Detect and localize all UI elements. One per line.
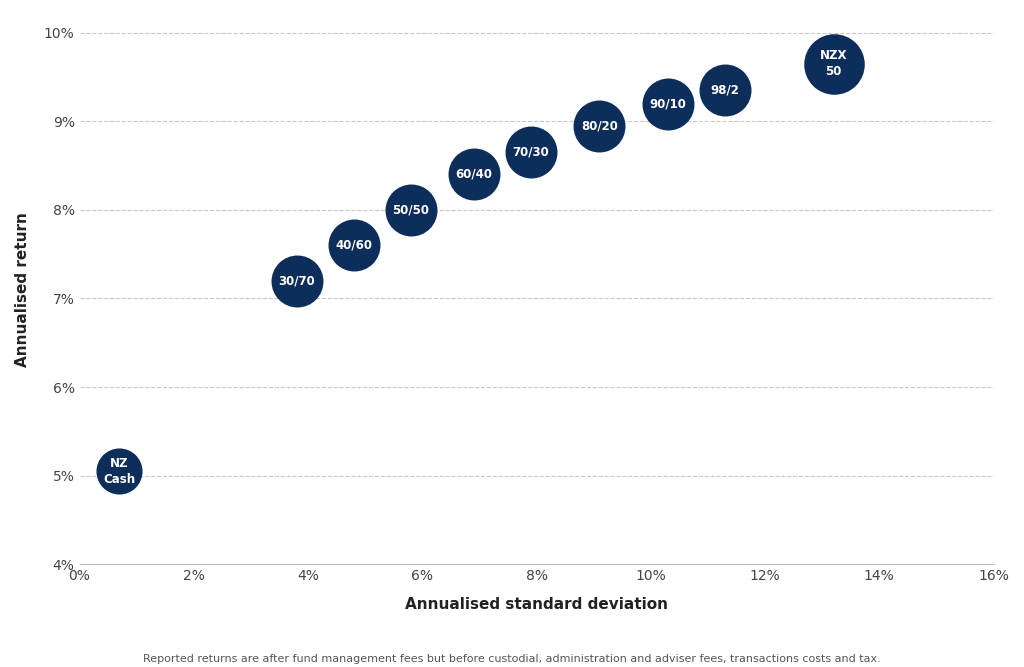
Text: 98/2: 98/2	[711, 84, 739, 97]
Text: Reported returns are after fund management fees but before custodial, administra: Reported returns are after fund manageme…	[143, 654, 881, 664]
Point	[289, 275, 305, 286]
Text: 30/70: 30/70	[279, 274, 315, 287]
Point	[522, 147, 539, 157]
Y-axis label: Annualised return: Annualised return	[15, 212, 30, 367]
Point	[825, 59, 842, 69]
Point	[345, 240, 361, 251]
Point	[591, 121, 607, 131]
Text: 40/60: 40/60	[335, 239, 372, 252]
Text: NZX
50: NZX 50	[820, 49, 847, 78]
Point	[466, 169, 482, 180]
Text: 60/40: 60/40	[456, 168, 493, 181]
Point	[717, 85, 733, 95]
Text: 80/20: 80/20	[581, 119, 617, 132]
Point	[659, 98, 676, 109]
Text: 70/30: 70/30	[512, 146, 549, 159]
Text: 50/50: 50/50	[392, 203, 429, 216]
Text: NZ
Cash: NZ Cash	[103, 457, 135, 486]
X-axis label: Annualised standard deviation: Annualised standard deviation	[406, 597, 668, 612]
Point	[402, 205, 419, 215]
Text: 90/10: 90/10	[649, 97, 686, 110]
Point	[112, 466, 128, 476]
